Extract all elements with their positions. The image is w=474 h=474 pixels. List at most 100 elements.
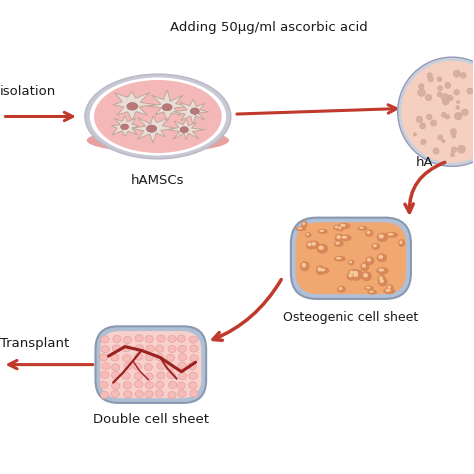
Ellipse shape	[102, 363, 110, 370]
Ellipse shape	[357, 226, 367, 231]
Ellipse shape	[302, 222, 305, 225]
Ellipse shape	[135, 381, 143, 388]
Ellipse shape	[316, 265, 325, 275]
Ellipse shape	[111, 372, 120, 379]
Circle shape	[454, 112, 462, 120]
Circle shape	[437, 77, 442, 82]
Ellipse shape	[180, 127, 188, 133]
Ellipse shape	[127, 102, 138, 110]
Ellipse shape	[378, 255, 383, 259]
Circle shape	[456, 100, 460, 104]
Ellipse shape	[367, 258, 371, 262]
Ellipse shape	[360, 262, 369, 272]
Ellipse shape	[155, 381, 164, 388]
Ellipse shape	[388, 233, 393, 236]
FancyBboxPatch shape	[100, 331, 201, 398]
Ellipse shape	[348, 273, 353, 277]
Ellipse shape	[339, 235, 352, 241]
Ellipse shape	[157, 335, 165, 342]
Circle shape	[447, 95, 453, 101]
Ellipse shape	[386, 284, 394, 292]
Circle shape	[413, 133, 417, 136]
Circle shape	[419, 123, 426, 129]
Circle shape	[427, 73, 432, 78]
Ellipse shape	[144, 364, 153, 371]
Circle shape	[461, 109, 468, 116]
Ellipse shape	[350, 269, 363, 279]
Ellipse shape	[146, 354, 154, 361]
Ellipse shape	[306, 241, 315, 249]
Ellipse shape	[349, 270, 354, 274]
Ellipse shape	[378, 277, 388, 287]
Ellipse shape	[371, 243, 380, 250]
FancyBboxPatch shape	[95, 326, 206, 403]
Ellipse shape	[363, 273, 368, 278]
Ellipse shape	[302, 263, 306, 267]
Ellipse shape	[85, 74, 231, 159]
Ellipse shape	[145, 391, 153, 398]
Circle shape	[441, 112, 447, 118]
Circle shape	[457, 145, 465, 153]
Ellipse shape	[311, 242, 316, 246]
Ellipse shape	[359, 227, 364, 229]
Ellipse shape	[146, 125, 157, 132]
Ellipse shape	[189, 372, 197, 379]
Ellipse shape	[377, 233, 388, 242]
Circle shape	[430, 120, 437, 126]
Ellipse shape	[361, 271, 372, 282]
Text: Double cell sheet: Double cell sheet	[93, 413, 209, 426]
Ellipse shape	[89, 77, 227, 156]
Ellipse shape	[310, 240, 319, 249]
Ellipse shape	[168, 346, 176, 353]
Polygon shape	[132, 116, 175, 143]
Circle shape	[441, 93, 448, 101]
Ellipse shape	[134, 373, 143, 380]
Ellipse shape	[157, 372, 165, 379]
Ellipse shape	[305, 232, 311, 237]
Ellipse shape	[379, 234, 384, 238]
Ellipse shape	[191, 108, 199, 114]
Ellipse shape	[337, 286, 346, 293]
Ellipse shape	[388, 285, 391, 289]
Ellipse shape	[189, 382, 197, 389]
Ellipse shape	[101, 346, 109, 353]
Circle shape	[419, 83, 424, 89]
Text: Osteogenic cell sheet: Osteogenic cell sheet	[283, 311, 419, 324]
Circle shape	[450, 153, 455, 157]
Circle shape	[398, 57, 474, 166]
Ellipse shape	[123, 382, 131, 389]
Ellipse shape	[383, 288, 395, 294]
Ellipse shape	[111, 364, 120, 371]
Ellipse shape	[178, 362, 186, 369]
Ellipse shape	[336, 257, 341, 259]
Ellipse shape	[155, 390, 164, 397]
Ellipse shape	[334, 256, 346, 262]
Circle shape	[438, 86, 443, 91]
Ellipse shape	[297, 227, 302, 229]
Ellipse shape	[301, 221, 308, 228]
Circle shape	[445, 115, 450, 119]
Circle shape	[401, 61, 474, 163]
Circle shape	[456, 106, 459, 109]
Ellipse shape	[168, 392, 176, 399]
Ellipse shape	[123, 355, 131, 362]
Ellipse shape	[306, 233, 309, 236]
Ellipse shape	[379, 276, 383, 280]
Ellipse shape	[362, 264, 366, 268]
Ellipse shape	[190, 355, 198, 362]
Ellipse shape	[333, 225, 341, 230]
Ellipse shape	[340, 224, 346, 227]
Ellipse shape	[166, 364, 174, 371]
Ellipse shape	[167, 372, 175, 379]
Ellipse shape	[155, 345, 164, 352]
Circle shape	[420, 139, 426, 145]
Ellipse shape	[338, 227, 341, 229]
Circle shape	[428, 76, 433, 82]
FancyArrowPatch shape	[405, 163, 445, 212]
Ellipse shape	[111, 390, 119, 397]
Ellipse shape	[100, 392, 109, 399]
Ellipse shape	[113, 336, 121, 343]
FancyBboxPatch shape	[291, 218, 411, 299]
Polygon shape	[111, 116, 139, 136]
Ellipse shape	[135, 345, 144, 352]
